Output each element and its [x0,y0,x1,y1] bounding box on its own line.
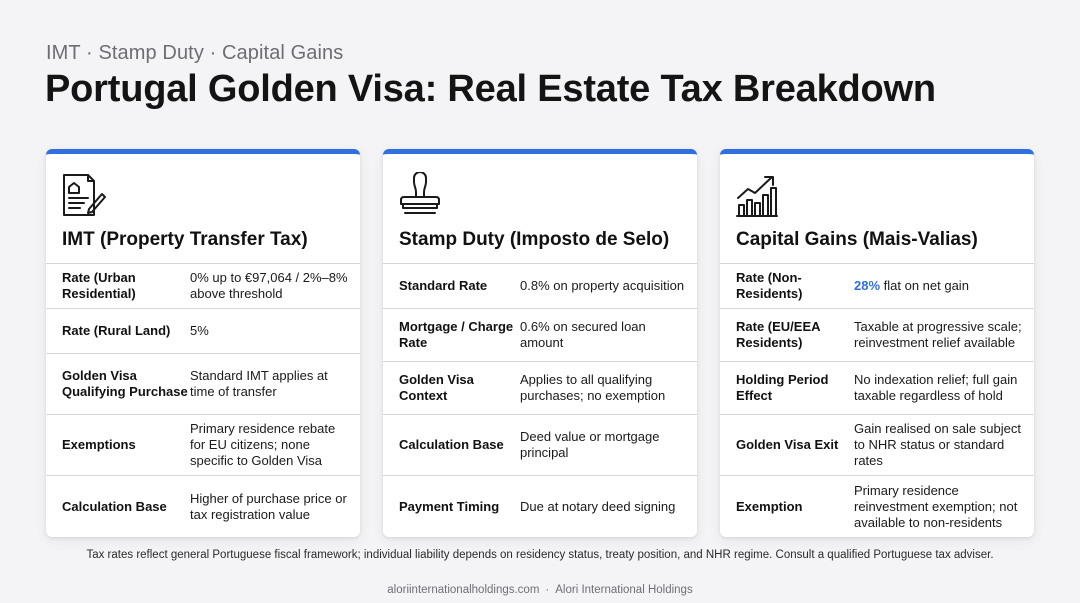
footer-separator: · [545,584,550,596]
card-capital-gains: Capital Gains (Mais-Valias) Rate (Non-Re… [720,149,1034,537]
table-row: Exemptions Primary residence rebate for … [46,415,360,476]
page-footer: aloriinternationalholdings.com · Alori Int… [0,584,1080,596]
table-row: Golden Visa Qualifying Purchase Standard… [46,354,360,415]
row-label: Golden Visa Context [399,372,474,403]
row-label: Standard Rate [399,278,488,293]
table-row: Calculation Base Higher of purchase pric… [46,476,360,537]
card-title: Capital Gains (Mais-Valias) [736,229,978,250]
row-value: 28% flat on net gain [854,278,1022,294]
footer-company: Alori International Holdings [555,584,693,596]
highlight-rate: 28% [854,278,881,293]
card-header: Capital Gains (Mais-Valias) [720,154,1034,264]
growth-chart-icon [734,172,780,218]
stamp-icon [397,171,443,218]
table-row: Golden Visa Exit Gain realised on sale s… [720,415,1034,476]
table-row: Golden Visa Context Applies to all quali… [383,362,697,415]
document-pen-icon [60,172,106,218]
row-value: Primary residence reinvestment exemption… [854,482,1018,530]
row-label: Rate (Urban Residential) [62,270,136,301]
table-row: Exemption Primary residence reinvestment… [720,476,1034,537]
row-value: Gain realised on sale subject to NHR sta… [854,421,1021,468]
table-row: Rate (Rural Land) 5% [46,309,360,354]
row-value: Deed value or mortgage principal [520,429,660,460]
row-value: 5% [190,323,209,338]
row-label: Payment Timing [399,498,500,514]
table-row: Payment Timing Due at notary deed signin… [383,476,697,537]
row-value: 0% up to €97,064 / 2%–8% above threshold [190,270,348,301]
disclaimer-footnote: Tax rates reflect general Portuguese fis… [86,549,994,561]
eyebrow-text: IMT · Stamp Duty · Capital Gains [46,42,344,64]
table-row: Rate (Non-Residents) 28% flat on net gai… [720,264,1034,309]
row-value: Standard IMT applies at time of transfer [190,368,328,399]
row-value: Due at notary deed signing [520,498,676,514]
row-label: Golden Visa Exit [736,437,839,452]
row-label: Mortgage / Charge Rate [399,319,514,350]
row-label: Golden Visa Qualifying Purchase [62,368,188,399]
row-label: Exemption [736,498,803,514]
row-label: Rate (EU/EEA Residents) [736,319,821,350]
row-label: Calculation Base [62,498,167,514]
row-value: 0.8% on property acquisition [520,278,685,293]
card-title: Stamp Duty (Imposto de Selo) [399,229,670,250]
row-label: Rate (Rural Land) [62,323,171,338]
row-label: Rate (Non-Residents) [736,270,803,301]
page-title: Portugal Golden Visa: Real Estate Tax Br… [45,68,936,110]
row-value-rest: flat on net gain [880,278,969,293]
table-row: Mortgage / Charge Rate 0.6% on secured l… [383,309,697,362]
tax-cards: IMT (Property Transfer Tax) Rate (Urban … [46,149,1034,537]
row-value: Applies to all qualifying purchases; no … [520,372,666,403]
table-row: Rate (EU/EEA Residents) Taxable at progr… [720,309,1034,362]
table-row: Calculation Base Deed value or mortgage … [383,415,697,476]
card-stamp-duty: Stamp Duty (Imposto de Selo) Standard Ra… [383,149,697,537]
table-row: Rate (Urban Residential) 0% up to €97,06… [46,264,360,309]
table-row: Holding Period Effect No indexation reli… [720,362,1034,415]
footer-site: aloriinternationalholdings.com [387,584,540,596]
row-value: Taxable at progressive scale; reinvestme… [854,319,1022,350]
card-imt: IMT (Property Transfer Tax) Rate (Urban … [46,149,360,537]
card-header: Stamp Duty (Imposto de Selo) [383,154,697,264]
row-value: No indexation relief; full gain taxable … [854,372,1018,403]
row-value: 0.6% on secured loan amount [520,319,646,350]
row-value: Primary residence rebate for EU citizens… [190,421,336,468]
row-label: Exemptions [62,437,136,452]
row-label: Holding Period Effect [736,372,829,403]
card-title: IMT (Property Transfer Tax) [62,229,308,250]
table-row: Standard Rate 0.8% on property acquisiti… [383,264,697,309]
row-label: Calculation Base [399,437,504,452]
row-value: Higher of purchase price or tax registra… [190,490,347,522]
card-header: IMT (Property Transfer Tax) [46,154,360,264]
